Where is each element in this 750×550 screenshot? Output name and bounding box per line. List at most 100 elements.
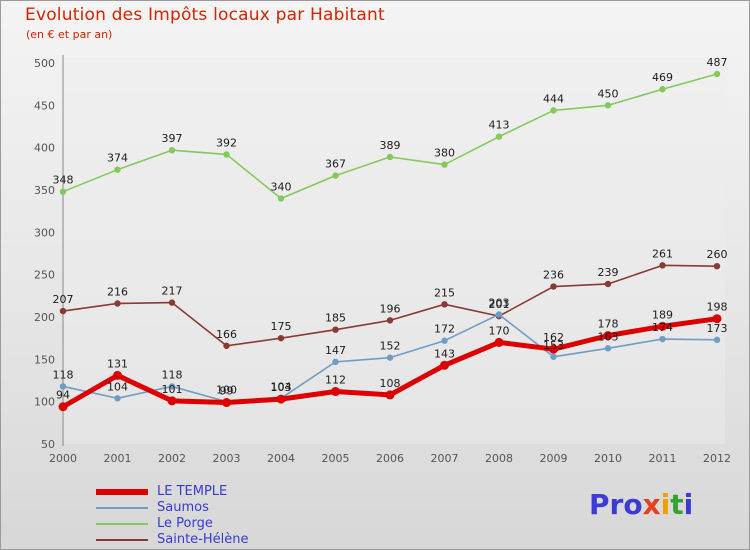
- data-point-label: 162: [543, 331, 564, 344]
- data-point-label: 203: [489, 296, 510, 309]
- data-point: [659, 262, 666, 269]
- data-point: [332, 172, 339, 179]
- data-point-label: 131: [107, 357, 128, 370]
- data-point: [114, 395, 121, 402]
- legend-label-saumos: Saumos: [157, 500, 209, 515]
- proxiti-logo: Proxiti: [589, 488, 693, 521]
- data-point-label: 173: [707, 322, 728, 335]
- data-point-label: 380: [434, 147, 455, 160]
- legend-swatch-sainte-helene: [96, 539, 148, 541]
- data-point-label: 487: [707, 56, 728, 69]
- data-point-label: 198: [707, 301, 728, 314]
- data-point: [59, 383, 67, 390]
- data-point: [168, 299, 176, 306]
- y-tick-label: 350: [34, 184, 55, 197]
- proxiti-logo-letter: t: [670, 488, 684, 521]
- data-point-label: 118: [162, 368, 183, 381]
- data-point: [713, 336, 721, 344]
- y-tick-label: 50: [41, 438, 55, 451]
- data-point-label: 108: [380, 377, 401, 390]
- data-point-label: 118: [53, 368, 74, 381]
- legend-label-le-porge: Le Porge: [157, 516, 213, 531]
- data-point: [604, 102, 612, 109]
- y-tick-label: 150: [34, 353, 55, 366]
- data-point: [385, 390, 395, 400]
- data-point: [168, 383, 176, 390]
- proxiti-logo-letter: x: [642, 488, 661, 521]
- x-tick-label: 2008: [485, 452, 513, 465]
- x-tick-label: 2005: [322, 452, 350, 465]
- legend-item-sainte-helene: Sainte-Hélène: [96, 532, 248, 548]
- data-point: [549, 344, 558, 354]
- data-point: [441, 301, 448, 308]
- data-point: [604, 280, 612, 288]
- data-point-label: 217: [162, 285, 183, 298]
- data-point-label: 94: [56, 389, 70, 402]
- data-point: [59, 307, 67, 315]
- data-point-label: 152: [380, 340, 401, 353]
- data-point-label: 101: [162, 383, 183, 396]
- data-point: [386, 153, 394, 161]
- data-point: [550, 353, 557, 360]
- data-point-label: 397: [162, 132, 183, 145]
- x-tick-label: 2000: [49, 452, 77, 465]
- data-point-label: 413: [489, 119, 510, 132]
- x-tick-label: 2007: [431, 452, 459, 465]
- y-tick-label: 400: [34, 142, 55, 155]
- data-point-label: 175: [271, 320, 292, 333]
- data-point: [167, 396, 177, 406]
- data-point-label: 444: [543, 92, 564, 105]
- data-point: [332, 358, 339, 366]
- proxiti-logo-letter: P: [589, 488, 610, 521]
- x-tick-label: 2006: [376, 452, 404, 465]
- proxiti-logo-letter: i: [660, 488, 671, 521]
- proxiti-logo-letter: r: [609, 488, 624, 521]
- chart-legend: LE TEMPLE Saumos Le Porge Sainte-Hélène: [96, 484, 248, 548]
- data-point-label: 215: [434, 286, 455, 299]
- data-point: [659, 86, 666, 93]
- data-point: [604, 345, 612, 352]
- data-point: [386, 354, 394, 361]
- x-tick-label: 2002: [158, 452, 186, 465]
- data-point: [277, 334, 285, 342]
- data-point-label: 239: [598, 266, 619, 279]
- legend-swatch-le-temple: [96, 489, 148, 495]
- legend-swatch-saumos: [96, 507, 148, 509]
- data-point-label: 166: [216, 328, 237, 341]
- data-point-label: 147: [325, 344, 346, 357]
- data-point-label: 103: [271, 381, 292, 394]
- data-point: [58, 402, 68, 412]
- data-point: [332, 326, 339, 333]
- data-point: [223, 151, 230, 158]
- y-tick-label: 450: [34, 99, 55, 112]
- data-point: [550, 107, 557, 114]
- legend-item-saumos: Saumos: [96, 500, 248, 516]
- x-tick-label: 2003: [213, 452, 241, 465]
- plot-area: [63, 57, 725, 444]
- data-point-label: 348: [53, 174, 74, 187]
- data-point-label: 104: [107, 380, 128, 393]
- data-point-label: 389: [380, 139, 401, 152]
- data-point-label: 261: [652, 247, 673, 260]
- y-tick-label: 250: [34, 269, 55, 282]
- data-point-label: 189: [652, 308, 673, 321]
- data-point: [277, 195, 285, 202]
- data-point: [276, 394, 286, 404]
- data-point-label: 185: [325, 312, 346, 325]
- proxiti-logo-letter: o: [623, 488, 643, 521]
- data-point: [222, 398, 231, 408]
- data-point-label: 163: [598, 330, 619, 343]
- chart-subtitle: (en € et par an): [26, 28, 113, 41]
- y-tick-label: 200: [34, 311, 55, 324]
- data-point-label: 340: [271, 180, 292, 193]
- data-point: [495, 311, 503, 318]
- data-point-label: 104: [271, 380, 292, 393]
- data-point: [712, 314, 722, 324]
- proxiti-logo-letter: i: [683, 488, 694, 521]
- data-point-label: 392: [216, 136, 237, 149]
- data-point-label: 450: [598, 87, 619, 100]
- legend-swatch-le-porge: [96, 523, 148, 525]
- data-point-label: 236: [543, 269, 564, 282]
- data-point-label: 100: [216, 384, 237, 397]
- data-point-label: 170: [489, 324, 510, 337]
